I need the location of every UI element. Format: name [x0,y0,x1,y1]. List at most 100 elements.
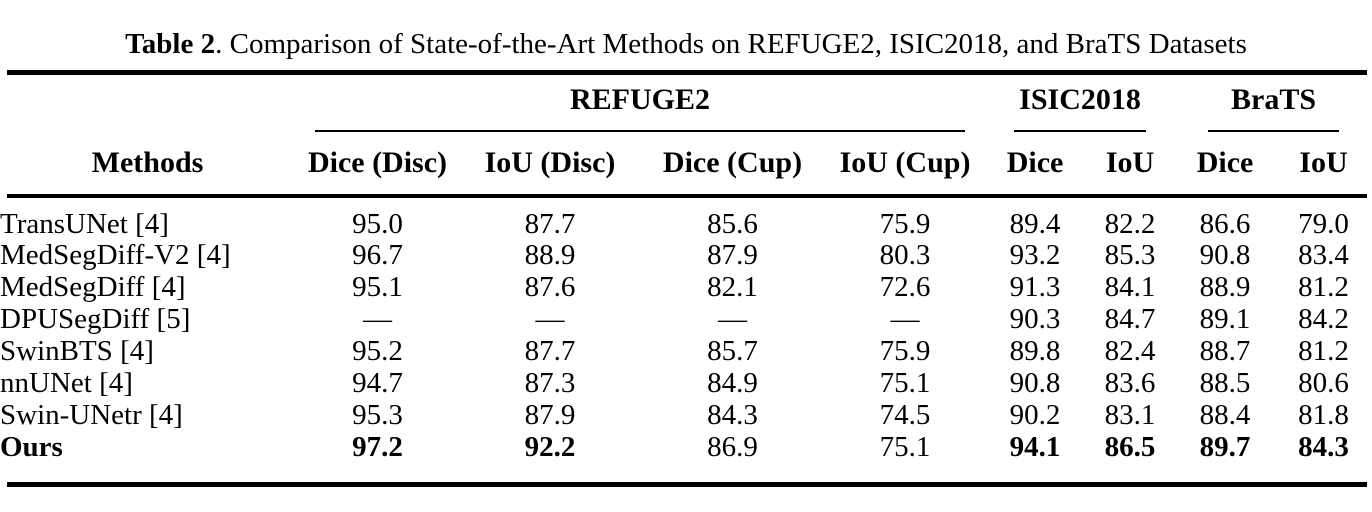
column-header-brats-iou: IoU [1299,146,1348,179]
table-cell: 89.4 [1009,208,1061,240]
table-cell: 87.7 [524,334,576,367]
table-cell: 84.7 [1104,302,1156,335]
table-cell: 87.6 [524,270,576,303]
table-cell: 90.8 [1199,238,1251,271]
top-rule [7,70,1367,75]
group-header-isic2018: ISIC2018 [985,75,1175,132]
method-name: nnUNet [4] [0,366,133,399]
table-cell: 89.7 [1199,430,1251,463]
table-cell: — [890,302,920,335]
bottom-rule [7,482,1367,487]
table-caption: Table 2. Comparison of State-of-the-Art … [0,30,1372,59]
table-cell: 81.2 [1298,270,1349,303]
method-name: Ours [0,430,63,463]
table-cell: 86.6 [1199,208,1251,240]
table-cell: 80.6 [1298,366,1349,399]
table-cell: 90.3 [1009,302,1061,335]
table-cell: 81.2 [1298,334,1349,367]
column-header-row: Methods Dice (Disc) IoU (Disc) Dice (Cup… [0,132,1372,194]
table-cell: 87.3 [524,366,576,399]
table-cell: 81.8 [1298,398,1349,431]
table-cell: 84.3 [1298,430,1349,463]
table-cell: — [535,302,565,335]
table-cell: 95.1 [352,270,403,303]
table-cell: 75.1 [879,366,931,399]
column-header-iou-cup: IoU (Cup) [839,146,971,179]
methods-column-header: Methods [91,146,204,179]
table-cell: 90.2 [1009,398,1061,431]
header-rule [7,194,1367,198]
column-header-dice-disc: Dice (Disc) [307,146,448,179]
table-cell: 84.1 [1104,270,1156,303]
group-underline-brats [1208,130,1340,132]
group-label-refuge2: REFUGE2 [570,83,711,116]
table-row-swinbts: SwinBTS [4] 95.2 87.7 85.7 75.9 89.8 82.… [0,335,1372,367]
table-row-medsegdiff-v2: MedSegDiff-V2 [4] 96.7 88.9 87.9 80.3 93… [0,239,1372,271]
table-cell: 89.1 [1199,302,1251,335]
group-header-spacer [0,75,295,132]
results-table: REFUGE2 ISIC2018 BraTS Methods Dice (Dis… [0,75,1372,463]
table-cell: — [718,302,747,335]
group-underline-isic2018 [1014,130,1147,132]
table-caption-text: . Comparison of State-of-the-Art Methods… [215,28,1247,60]
group-header-row: REFUGE2 ISIC2018 BraTS [0,75,1372,132]
group-label-isic2018: ISIC2018 [1019,83,1141,116]
table-cell: 85.3 [1104,238,1156,271]
table-cell: 87.7 [524,208,576,240]
method-name: SwinBTS [4] [0,334,154,367]
table-cell: 85.6 [707,208,758,240]
method-name: TransUNet [4] [0,208,169,240]
group-label-brats: BraTS [1231,83,1317,116]
table-cell: 84.9 [707,366,758,399]
table-cell: 88.7 [1199,334,1251,367]
method-name: MedSegDiff [4] [0,270,186,303]
table-cell: 84.3 [707,398,758,431]
table-row-swin-unetr: Swin-UNetr [4] 95.3 87.9 84.3 74.5 90.2 … [0,399,1372,431]
table-row-dpusegdiff: DPUSegDiff [5] — — — — 90.3 84.7 89.1 84… [0,303,1372,335]
table-cell: 89.8 [1009,334,1061,367]
table-cell: 94.7 [352,366,403,399]
table-cell: 93.2 [1009,238,1061,271]
table-cell: 74.5 [879,398,931,431]
table-cell: 86.5 [1104,430,1156,463]
table-cell: 75.9 [879,208,931,240]
table-cell: — [363,302,392,335]
column-header-isic-dice: Dice [1006,146,1064,179]
table-cell: 83.4 [1298,238,1349,271]
group-header-refuge2: REFUGE2 [295,75,985,132]
group-header-brats: BraTS [1175,75,1372,132]
table-row-ours: Ours 97.2 92.2 86.9 75.1 94.1 86.5 89.7 … [0,431,1372,463]
table-cell: 88.9 [524,238,576,271]
table-cell: 95.2 [352,334,403,367]
table-cell: 87.9 [524,398,576,431]
column-header-iou-disc: IoU (Disc) [484,146,616,179]
table-cell: 88.5 [1199,366,1251,399]
table-cell: 88.4 [1199,398,1251,431]
table-cell: 82.2 [1104,208,1156,240]
table-cell: 83.6 [1104,366,1156,399]
table-cell: 82.4 [1104,334,1156,367]
table-cell: 97.2 [352,430,403,463]
table-cell: 87.9 [707,238,758,271]
table-cell: 82.1 [707,270,758,303]
table-cell: 75.1 [879,430,931,463]
table-row-nnunet: nnUNet [4] 94.7 87.3 84.9 75.1 90.8 83.6… [0,367,1372,399]
method-name: DPUSegDiff [5] [0,302,191,335]
table-row-medsegdiff: MedSegDiff [4] 95.1 87.6 82.1 72.6 91.3 … [0,271,1372,303]
method-name: MedSegDiff-V2 [4] [0,238,231,271]
column-header-isic-iou: IoU [1105,146,1155,179]
table-cell: 88.9 [1199,270,1251,303]
group-underline-refuge2 [315,130,966,132]
table-cell: 79.0 [1298,208,1349,240]
table-cell: 84.2 [1298,302,1349,335]
method-name: Swin-UNetr [4] [0,398,183,431]
table-cell: 90.8 [1009,366,1061,399]
table-cell: 91.3 [1009,270,1061,303]
table-cell: 75.9 [879,334,931,367]
table-caption-label: Table 2 [125,28,216,60]
table-row-transunet: TransUNet [4] 95.0 87.7 85.6 75.9 89.4 8… [0,194,1372,239]
table-cell: 80.3 [879,238,931,271]
table-cell: 95.0 [352,208,403,240]
table-cell: 85.7 [707,334,758,367]
